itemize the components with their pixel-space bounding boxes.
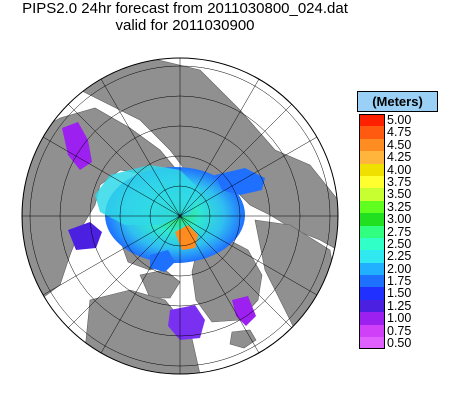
legend-swatch xyxy=(359,126,385,139)
legend-row: 3.75 xyxy=(357,174,438,189)
legend-label: 2.00 xyxy=(387,261,412,276)
legend-swatch xyxy=(359,225,385,238)
legend-swatch xyxy=(359,237,385,251)
legend-swatch xyxy=(359,138,385,152)
legend-label: 3.00 xyxy=(387,212,412,227)
legend-swatch xyxy=(359,299,385,313)
legend-row: 2.00 xyxy=(357,261,438,276)
legend-swatch xyxy=(359,287,385,300)
legend-label: 4.25 xyxy=(387,150,412,165)
legend-row: 1.25 xyxy=(357,298,438,313)
legend-swatch xyxy=(359,275,385,288)
legend-label: 1.75 xyxy=(387,274,412,289)
legend-header: (Meters) xyxy=(357,91,438,112)
graticule xyxy=(22,58,338,374)
legend-rows: 5.00 4.75 4.50 4.25 4.00 3.75 3.50 3.25 … xyxy=(357,113,438,351)
legend-swatch xyxy=(359,175,385,189)
legend-label: 3.75 xyxy=(387,174,412,189)
legend-swatch xyxy=(359,312,385,325)
legend-label: 4.50 xyxy=(387,137,412,152)
legend-row: 3.25 xyxy=(357,199,438,214)
legend-row: 1.00 xyxy=(357,311,438,326)
legend-row: 4.50 xyxy=(357,137,438,152)
legend-row: 4.25 xyxy=(357,150,438,165)
legend-row: 3.00 xyxy=(357,212,438,227)
legend-label: 1.50 xyxy=(387,286,412,301)
legend-row: 2.75 xyxy=(357,224,438,239)
map-subtitle: valid for 2011030900 xyxy=(115,17,255,34)
legend-label: 3.25 xyxy=(387,199,412,214)
sea-ice-labrador xyxy=(232,296,256,326)
map-title: PIPS2.0 24hr forecast from 2011030800_02… xyxy=(22,0,348,17)
legend-swatch xyxy=(359,324,385,338)
map-disk-border xyxy=(21,57,339,375)
legend-swatch xyxy=(359,188,385,201)
legend-label: 2.75 xyxy=(387,224,412,239)
legend-label: 2.50 xyxy=(387,236,412,251)
legend-row: 3.50 xyxy=(357,187,438,202)
color-legend: (Meters) 5.00 4.75 4.50 4.25 4.00 3.75 3… xyxy=(357,91,438,358)
legend-label: 4.00 xyxy=(387,162,412,177)
legend-label: 5.00 xyxy=(387,113,412,127)
sea-ice-hudson xyxy=(168,305,205,340)
legend-label: 4.75 xyxy=(387,125,412,140)
sea-ice-bering xyxy=(68,222,102,250)
legend-label: 1.00 xyxy=(387,311,412,326)
legend-row: 0.75 xyxy=(357,323,438,338)
legend-row: 0.50 xyxy=(357,336,438,351)
legend-row: 1.75 xyxy=(357,274,438,289)
legend-swatch xyxy=(359,262,385,276)
legend-swatch xyxy=(359,114,385,127)
legend-swatch xyxy=(359,200,385,214)
legend-label: 1.25 xyxy=(387,298,412,313)
legend-row: 4.75 xyxy=(357,125,438,140)
legend-swatch xyxy=(359,151,385,164)
legend-swatch xyxy=(359,337,385,350)
legend-swatch xyxy=(359,163,385,176)
sea-ice-thick-canada xyxy=(175,225,198,250)
legend-row: 2.50 xyxy=(357,236,438,251)
sea-ice-okhotsk xyxy=(62,122,92,170)
legend-label: 0.75 xyxy=(387,323,412,338)
legend-label: 3.50 xyxy=(387,187,412,202)
legend-label: 2.25 xyxy=(387,249,412,264)
legend-row: 2.25 xyxy=(357,249,438,264)
legend-row: 4.00 xyxy=(357,162,438,177)
legend-swatch xyxy=(359,250,385,263)
legend-row: 5.00 xyxy=(357,113,438,127)
legend-label: 0.50 xyxy=(387,336,412,351)
legend-swatch xyxy=(359,213,385,226)
legend-row: 1.50 xyxy=(357,286,438,301)
sea-ice-baffin xyxy=(150,250,175,272)
